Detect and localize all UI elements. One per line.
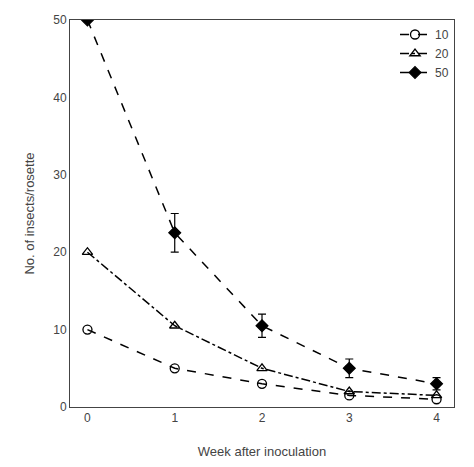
- svg-text:0: 0: [60, 400, 67, 414]
- svg-text:50: 50: [435, 66, 449, 80]
- svg-text:20: 20: [53, 245, 67, 259]
- svg-text:20: 20: [435, 47, 449, 61]
- svg-text:3: 3: [346, 411, 353, 425]
- svg-text:10: 10: [53, 323, 67, 337]
- svg-text:4: 4: [433, 411, 440, 425]
- svg-text:2: 2: [259, 411, 266, 425]
- svg-text:No. of insects/rosette: No. of insects/rosette: [22, 152, 37, 274]
- svg-text:1: 1: [171, 411, 178, 425]
- svg-text:Week after inoculation: Week after inoculation: [198, 444, 326, 459]
- svg-text:0: 0: [84, 411, 91, 425]
- svg-text:40: 40: [53, 91, 67, 105]
- svg-text:50: 50: [53, 13, 67, 27]
- svg-text:10: 10: [435, 28, 449, 42]
- svg-text:30: 30: [53, 168, 67, 182]
